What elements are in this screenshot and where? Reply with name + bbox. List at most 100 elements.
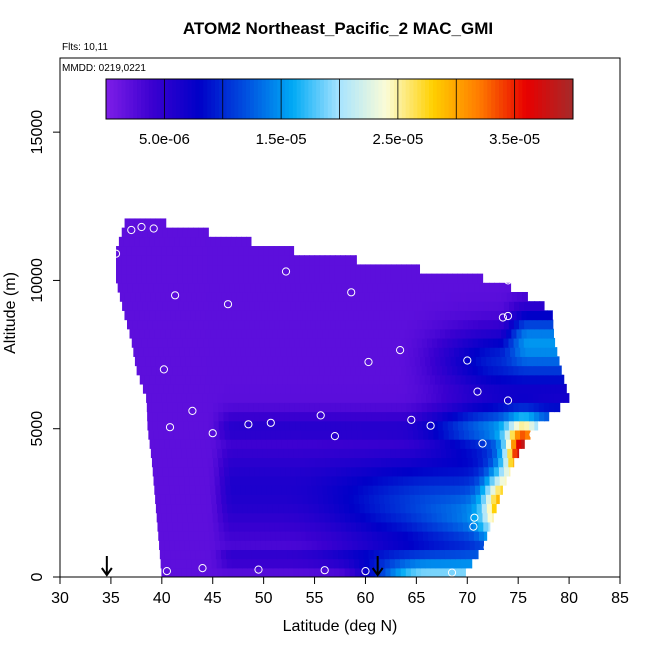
heatmap-cell: [255, 282, 261, 293]
heatmap-cell: [183, 383, 190, 394]
heatmap-cell: [331, 383, 337, 394]
heatmap-cell: [222, 264, 229, 275]
heatmap-cell: [457, 521, 464, 532]
heatmap-cell: [132, 301, 138, 311]
heatmap-cell: [192, 246, 199, 256]
heatmap-cell: [233, 365, 240, 376]
heatmap-cell: [383, 485, 390, 495]
heatmap-cell: [433, 429, 440, 440]
colorbar-swatch: [409, 79, 414, 119]
heatmap-cell: [267, 291, 274, 302]
heatmap-cell: [474, 429, 480, 440]
heatmap-cell: [422, 521, 428, 532]
heatmap-cell: [153, 429, 160, 440]
heatmap-cell: [384, 494, 390, 505]
heatmap-cell: [121, 255, 127, 266]
heatmap-cell: [508, 319, 515, 330]
heatmap-cell: [320, 301, 327, 311]
heatmap-cell: [373, 310, 380, 321]
heatmap-cell: [257, 448, 264, 459]
heatmap-cell: [389, 374, 395, 385]
heatmap-cell: [391, 337, 398, 348]
colorbar-swatch: [152, 79, 158, 119]
colorbar-swatch: [471, 79, 477, 119]
heatmap-cell: [338, 558, 345, 569]
x-tick-label: 45: [204, 590, 222, 607]
heatmap-cell: [366, 531, 373, 541]
arrow-head: [101, 567, 113, 577]
heatmap-cell: [270, 282, 277, 293]
heatmap-cell: [338, 291, 345, 302]
heatmap-cell: [442, 521, 449, 532]
heatmap-cell: [465, 374, 472, 385]
heatmap-cell: [347, 540, 354, 551]
heatmap-cell: [165, 310, 171, 321]
heatmap-cell: [419, 549, 426, 560]
heatmap-cell: [389, 558, 396, 569]
heatmap-cell: [330, 411, 337, 422]
heatmap-cell: [431, 402, 438, 413]
heatmap-cell: [253, 457, 260, 468]
heatmap-cell: [446, 503, 452, 514]
heatmap-cell: [373, 328, 380, 339]
heatmap-cell: [368, 374, 375, 385]
heatmap-cell: [151, 457, 158, 468]
heatmap-cell: [300, 383, 307, 394]
heatmap-cell: [325, 411, 331, 422]
heatmap-cell: [193, 531, 200, 541]
heatmap-cell: [269, 337, 275, 348]
heatmap-cell: [205, 549, 212, 560]
heatmap-cell: [448, 429, 455, 440]
heatmap-cell: [509, 301, 515, 311]
heatmap-cell: [490, 439, 497, 449]
heatmap-cell: [425, 356, 431, 367]
flight-point-marker: [442, 257, 451, 266]
heatmap-cell: [361, 420, 367, 431]
heatmap-cell: [217, 273, 224, 284]
heatmap-cell: [436, 365, 443, 376]
heatmap-cell: [162, 457, 168, 468]
heatmap-cell: [552, 356, 559, 367]
flight-point-marker: [447, 568, 457, 577]
heatmap-cell: [381, 420, 388, 431]
heatmap-cell: [484, 347, 491, 357]
heatmap-cell: [312, 485, 318, 495]
heatmap-cell: [412, 420, 418, 431]
heatmap-cell: [256, 439, 263, 449]
heatmap-cell: [432, 420, 439, 431]
heatmap-cell: [188, 383, 195, 394]
heatmap-cell: [523, 365, 530, 376]
heatmap-cell: [236, 328, 243, 339]
heatmap-cell: [202, 393, 208, 403]
heatmap-cell: [221, 310, 227, 321]
heatmap-cell: [339, 512, 346, 523]
heatmap-cell: [230, 485, 237, 495]
heatmap-cell: [555, 383, 561, 394]
heatmap-cell: [418, 475, 424, 486]
heatmap-cell: [194, 347, 201, 357]
heatmap-cell: [379, 503, 386, 514]
heatmap-cell: [416, 365, 423, 376]
heatmap-cell: [162, 411, 169, 422]
heatmap-cell: [481, 448, 488, 459]
heatmap-cell: [307, 374, 314, 385]
heatmap-cell: [422, 383, 429, 394]
heatmap-cell: [187, 512, 193, 523]
heatmap-cell: [356, 301, 362, 311]
heatmap-cell: [316, 347, 323, 357]
heatmap-cell: [416, 273, 423, 284]
heatmap-cell: [287, 439, 293, 449]
heatmap-cell: [505, 439, 512, 449]
heatmap-cell: [326, 475, 333, 486]
heatmap-cell: [330, 466, 337, 477]
heatmap-cell: [458, 282, 465, 293]
heatmap-cell: [467, 457, 474, 468]
heatmap-cell: [202, 567, 208, 577]
heatmap-cell: [265, 282, 271, 293]
heatmap-cell: [363, 328, 370, 339]
heatmap-cell: [171, 503, 177, 514]
heatmap-cell: [325, 420, 332, 431]
flight-point-marker: [111, 249, 121, 258]
heatmap-cell: [147, 411, 153, 422]
